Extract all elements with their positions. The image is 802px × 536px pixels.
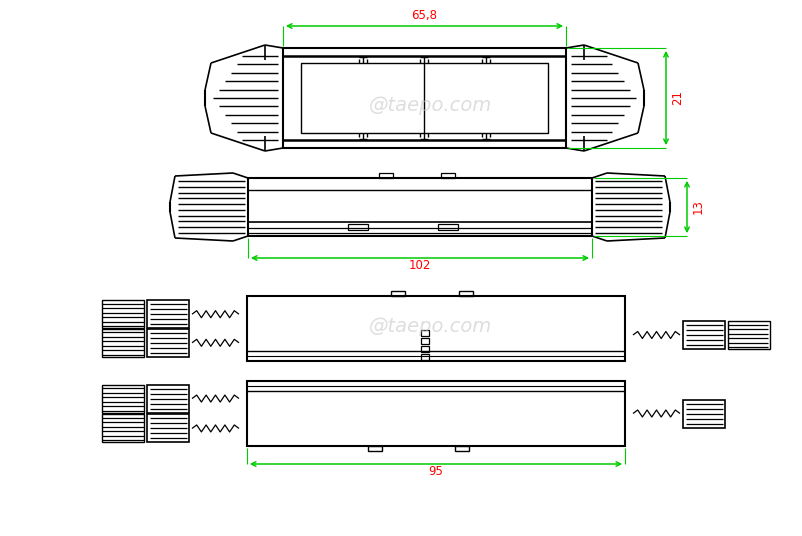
Bar [247,381,624,446]
Bar [420,346,428,352]
Bar [102,300,144,328]
Text: 21: 21 [670,91,683,106]
Bar [379,173,392,178]
Bar [683,399,724,428]
Bar [282,48,565,148]
Bar [248,178,591,236]
Bar [347,224,367,230]
Text: @taepo.com: @taepo.com [368,96,491,115]
Bar [440,173,454,178]
Bar [437,224,457,230]
Bar [683,321,724,349]
Bar [727,321,769,349]
Bar [102,384,144,413]
Text: 65,8: 65,8 [411,9,437,22]
Bar [147,329,188,357]
Text: 102: 102 [408,259,431,272]
Text: @taepo.com: @taepo.com [368,316,491,336]
Text: 95: 95 [428,465,443,478]
Bar [455,446,468,451]
Text: 13: 13 [691,199,704,214]
Bar [301,63,547,133]
Bar [458,291,472,296]
Bar [420,330,428,336]
Bar [420,338,428,344]
Bar [147,300,188,328]
Bar [390,291,404,296]
Bar [420,354,428,360]
Bar [147,384,188,413]
Bar [102,329,144,357]
Bar [102,414,144,442]
Bar [367,446,382,451]
Bar [247,296,624,361]
Bar [147,414,188,442]
